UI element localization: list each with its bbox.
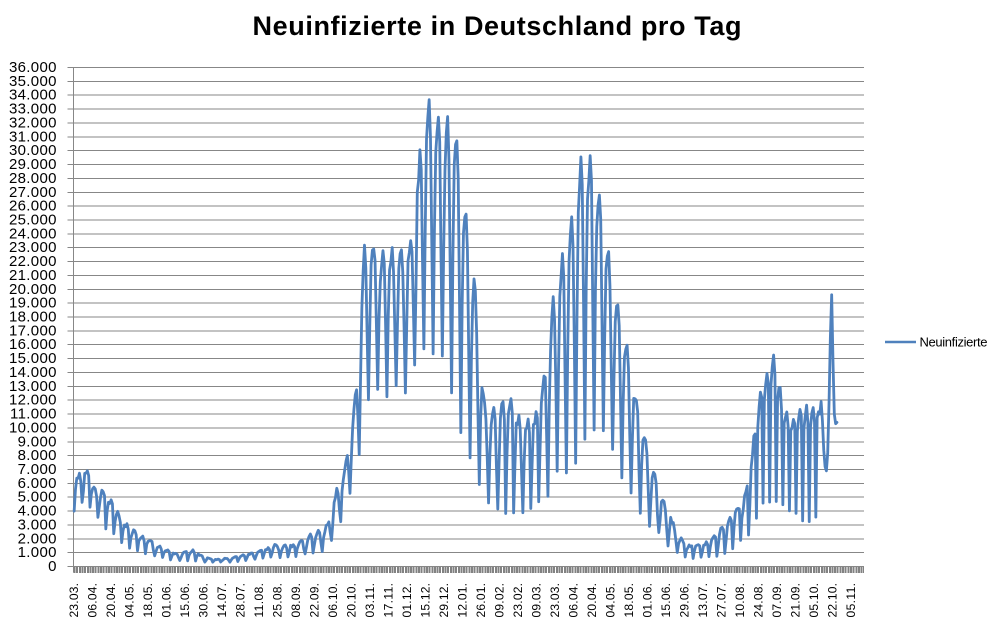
- svg-text:01.12.: 01.12.: [400, 583, 414, 618]
- svg-text:8.000: 8.000: [18, 447, 57, 464]
- svg-text:07.09.: 07.09.: [770, 583, 784, 618]
- svg-text:33.000: 33.000: [9, 101, 57, 118]
- svg-text:28.07.: 28.07.: [233, 583, 247, 618]
- svg-text:01.06.: 01.06.: [159, 583, 173, 618]
- svg-text:04.05.: 04.05.: [122, 583, 136, 618]
- svg-text:27.000: 27.000: [9, 184, 57, 201]
- svg-text:30.06.: 30.06.: [196, 583, 210, 618]
- svg-text:5.000: 5.000: [18, 489, 57, 506]
- svg-text:26.000: 26.000: [9, 198, 57, 215]
- svg-text:1.000: 1.000: [18, 544, 57, 561]
- svg-text:09.02.: 09.02.: [492, 583, 506, 618]
- svg-text:17.000: 17.000: [9, 322, 57, 339]
- svg-text:15.06.: 15.06.: [178, 583, 192, 618]
- svg-text:29.06.: 29.06.: [677, 583, 691, 618]
- svg-text:29.000: 29.000: [9, 156, 57, 173]
- svg-text:22.10.: 22.10.: [825, 583, 839, 618]
- svg-text:20.10.: 20.10.: [344, 583, 358, 618]
- svg-text:Neuinfizierte in Deutschland p: Neuinfizierte in Deutschland pro Tag: [253, 11, 742, 41]
- svg-text:6.000: 6.000: [18, 475, 57, 492]
- svg-text:14.000: 14.000: [9, 364, 57, 381]
- svg-text:08.09.: 08.09.: [289, 583, 303, 618]
- svg-text:18.05.: 18.05.: [141, 583, 155, 618]
- svg-text:2.000: 2.000: [18, 530, 57, 547]
- svg-text:Neuinfizierte: Neuinfizierte: [920, 335, 988, 350]
- svg-text:7.000: 7.000: [18, 461, 57, 478]
- svg-text:28.000: 28.000: [9, 170, 57, 187]
- svg-text:24.000: 24.000: [9, 225, 57, 242]
- svg-text:25.08.: 25.08.: [270, 583, 284, 618]
- svg-text:25.000: 25.000: [9, 211, 57, 228]
- svg-text:21.09.: 21.09.: [788, 583, 802, 618]
- svg-text:22.000: 22.000: [9, 253, 57, 270]
- svg-text:22.09.: 22.09.: [307, 583, 321, 618]
- svg-text:32.000: 32.000: [9, 114, 57, 131]
- svg-text:3.000: 3.000: [18, 516, 57, 533]
- svg-text:16.000: 16.000: [9, 336, 57, 353]
- svg-text:36.000: 36.000: [9, 59, 57, 76]
- svg-text:23.03.: 23.03.: [548, 583, 562, 618]
- svg-text:18.05.: 18.05.: [622, 583, 636, 618]
- svg-text:30.000: 30.000: [9, 142, 57, 159]
- svg-text:21.000: 21.000: [9, 267, 57, 284]
- svg-text:12.01.: 12.01.: [455, 583, 469, 618]
- svg-text:12.000: 12.000: [9, 392, 57, 409]
- svg-text:34.000: 34.000: [9, 87, 57, 104]
- svg-text:4.000: 4.000: [18, 503, 57, 520]
- svg-text:23.02.: 23.02.: [511, 583, 525, 618]
- svg-text:15.12.: 15.12.: [418, 583, 432, 618]
- svg-text:06.04.: 06.04.: [566, 583, 580, 618]
- svg-text:20.000: 20.000: [9, 281, 57, 298]
- svg-text:11.08.: 11.08.: [252, 583, 266, 618]
- svg-text:19.000: 19.000: [9, 295, 57, 312]
- svg-text:04.05.: 04.05.: [603, 583, 617, 618]
- svg-text:0: 0: [48, 558, 57, 575]
- svg-text:06.04.: 06.04.: [85, 583, 99, 618]
- svg-text:23.000: 23.000: [9, 239, 57, 256]
- svg-text:27.07.: 27.07.: [714, 583, 728, 618]
- svg-text:31.000: 31.000: [9, 128, 57, 145]
- svg-text:17.11.: 17.11.: [381, 583, 395, 618]
- svg-text:09.03.: 09.03.: [529, 583, 543, 618]
- svg-text:15.06.: 15.06.: [659, 583, 673, 618]
- svg-text:29.12.: 29.12.: [437, 583, 451, 618]
- svg-text:9.000: 9.000: [18, 433, 57, 450]
- svg-text:26.01.: 26.01.: [474, 583, 488, 618]
- svg-text:10.000: 10.000: [9, 419, 57, 436]
- svg-text:20.04.: 20.04.: [104, 583, 118, 618]
- svg-text:11.000: 11.000: [10, 406, 57, 423]
- svg-text:18.000: 18.000: [9, 309, 57, 326]
- svg-text:01.06.: 01.06.: [640, 583, 654, 618]
- svg-text:10.08.: 10.08.: [733, 583, 747, 618]
- svg-text:13.07.: 13.07.: [696, 583, 710, 618]
- svg-text:23.03.: 23.03.: [67, 583, 81, 618]
- svg-text:20.04.: 20.04.: [585, 583, 599, 618]
- svg-text:15.000: 15.000: [9, 350, 57, 367]
- svg-text:14.07.: 14.07.: [215, 583, 229, 618]
- svg-text:24.08.: 24.08.: [751, 583, 765, 618]
- svg-text:05.10.: 05.10.: [807, 583, 821, 618]
- svg-text:13.000: 13.000: [9, 378, 57, 395]
- svg-text:03.11.: 03.11.: [363, 583, 377, 618]
- svg-text:35.000: 35.000: [9, 73, 57, 90]
- svg-text:05.11.: 05.11.: [844, 583, 858, 618]
- svg-text:06.10.: 06.10.: [326, 583, 340, 618]
